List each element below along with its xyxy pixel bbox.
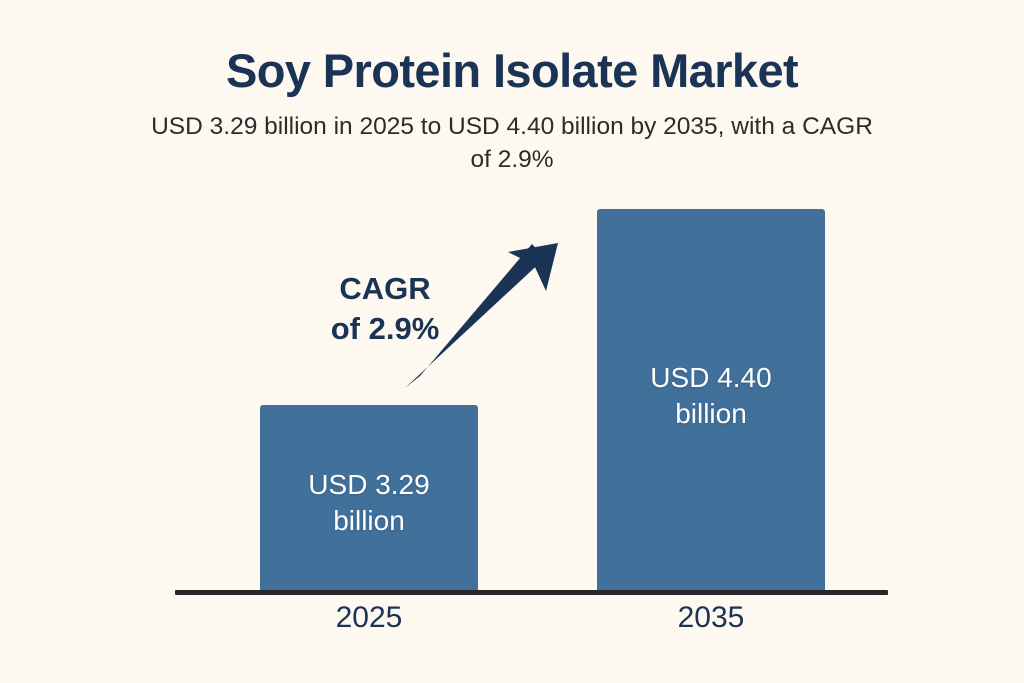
bar-2035-value-label: USD 4.40 billion — [597, 360, 825, 432]
x-axis-baseline — [175, 590, 888, 595]
bar-2035-value-line-1: USD 4.40 — [650, 362, 772, 393]
chart-subtitle-line-1: USD 3.29 billion in 2025 to USD 4.40 bil… — [151, 112, 873, 140]
chart-subtitle-line-2: of 2.9% — [470, 145, 554, 173]
x-axis-label-2025: 2025 — [335, 601, 403, 634]
bar-2025[interactable]: USD 3.29 billion — [260, 405, 478, 592]
page-title: Soy Protein Isolate Market — [225, 44, 799, 97]
cagr-annotation-line-2: of 2.9% — [330, 310, 440, 346]
bar-2035[interactable]: USD 4.40 billion — [597, 209, 825, 592]
x-axis-label-2035: 2035 — [677, 601, 745, 634]
chart-subtitle: USD 3.29 billion in 2025 to USD 4.40 bil… — [92, 111, 932, 177]
cagr-annotation: CAGR of 2.9% — [305, 269, 465, 348]
chart-header: Soy Protein Isolate Market USD 3.29 bill… — [0, 44, 1024, 177]
bar-2025-value-label: USD 3.29 billion — [260, 467, 478, 539]
cagr-annotation-line-1: CAGR — [339, 271, 431, 306]
bar-2025-value-line-1: USD 3.29 — [308, 469, 430, 500]
bar-2035-value-line-2: billion — [675, 397, 747, 429]
bar-2025-value-line-2: billion — [333, 504, 405, 536]
